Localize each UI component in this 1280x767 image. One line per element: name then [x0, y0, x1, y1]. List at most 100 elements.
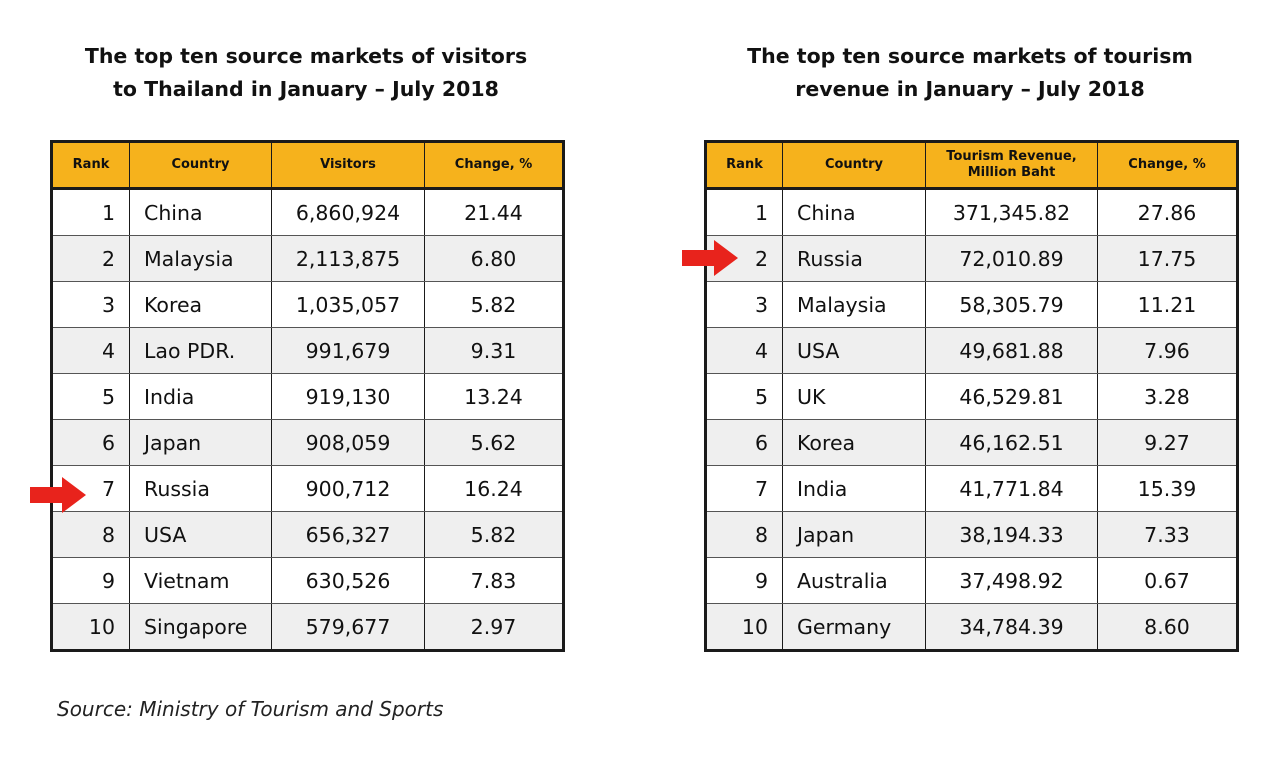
change-cell: 17.75 — [1097, 235, 1238, 282]
arrow-shape — [30, 477, 86, 513]
value-cell: 656,327 — [271, 511, 425, 558]
rank-cell: 1 — [705, 188, 783, 236]
header-change: Change, % — [424, 141, 564, 190]
table-row: 3 Korea 1,035,057 5.82 — [51, 281, 564, 328]
value-cell: 900,712 — [271, 465, 425, 512]
rank-cell: 3 — [51, 281, 130, 328]
visitors-table-body: 1 China 6,860,924 21.44 2 Malaysia 2,113,875 6.… — [51, 188, 564, 651]
country-cell: USA — [782, 327, 926, 374]
rank-cell: 8 — [51, 511, 130, 558]
table-row: 4 Lao PDR. 991,679 9.31 — [51, 327, 564, 374]
country-cell: Germany — [782, 603, 926, 651]
table-row: 5 UK 46,529.81 3.28 — [705, 373, 1238, 420]
source-note: Source: Ministry of Tourism and Sports — [57, 697, 444, 721]
country-cell: China — [129, 188, 272, 236]
change-cell: 21.44 — [424, 188, 564, 236]
country-cell: Korea — [782, 419, 926, 466]
country-cell: Vietnam — [129, 557, 272, 604]
value-cell: 371,345.82 — [925, 188, 1098, 236]
value-cell: 37,498.92 — [925, 557, 1098, 604]
revenue-table-title: The top ten source markets of tourism re… — [700, 40, 1240, 106]
country-cell: Singapore — [129, 603, 272, 651]
change-cell: 2.97 — [424, 603, 564, 651]
country-cell: Lao PDR. — [129, 327, 272, 374]
rank-cell: 2 — [51, 235, 130, 282]
change-cell: 11.21 — [1097, 281, 1238, 328]
change-cell: 0.67 — [1097, 557, 1238, 604]
change-cell: 13.24 — [424, 373, 564, 420]
change-cell: 8.60 — [1097, 603, 1238, 651]
header-tourism-revenue-line-2: Million Baht — [967, 165, 1056, 180]
rank-cell: 4 — [51, 327, 130, 374]
rank-cell: 5 — [51, 373, 130, 420]
header-rank: Rank — [705, 141, 783, 190]
table-row: 10 Germany 34,784.39 8.60 — [705, 603, 1238, 651]
value-cell: 41,771.84 — [925, 465, 1098, 512]
revenue-table-header-row: Rank Country Tourism Revenue, Million Ba… — [705, 141, 1238, 190]
table-row: 2 Malaysia 2,113,875 6.80 — [51, 235, 564, 282]
change-cell: 7.96 — [1097, 327, 1238, 374]
rank-cell: 10 — [705, 603, 783, 651]
value-cell: 2,113,875 — [271, 235, 425, 282]
country-cell: Russia — [129, 465, 272, 512]
table-row: 8 Japan 38,194.33 7.33 — [705, 511, 1238, 558]
red-right-arrow-icon — [30, 477, 86, 513]
rank-cell: 6 — [705, 419, 783, 466]
header-tourism-revenue: Tourism Revenue, Million Baht — [925, 141, 1098, 190]
revenue-table: Rank Country Tourism Revenue, Million Ba… — [704, 140, 1239, 652]
revenue-table-body: 1 China 371,345.82 27.86 2 Russia 72,010.89 17.… — [705, 188, 1238, 651]
value-cell: 1,035,057 — [271, 281, 425, 328]
country-cell: UK — [782, 373, 926, 420]
value-cell: 919,130 — [271, 373, 425, 420]
change-cell: 15.39 — [1097, 465, 1238, 512]
value-cell: 58,305.79 — [925, 281, 1098, 328]
country-cell: Japan — [782, 511, 926, 558]
change-cell: 16.24 — [424, 465, 564, 512]
header-country: Country — [129, 141, 272, 190]
rank-cell: 8 — [705, 511, 783, 558]
table-row: 1 China 371,345.82 27.86 — [705, 188, 1238, 236]
country-cell: India — [129, 373, 272, 420]
table-row: 10 Singapore 579,677 2.97 — [51, 603, 564, 651]
change-cell: 5.62 — [424, 419, 564, 466]
table-row: 7 India 41,771.84 15.39 — [705, 465, 1238, 512]
table-row: 7 Russia 900,712 16.24 — [51, 465, 564, 512]
revenue-title-line-2: revenue in January – July 2018 — [795, 77, 1145, 101]
rank-cell: 1 — [51, 188, 130, 236]
value-cell: 72,010.89 — [925, 235, 1098, 282]
country-cell: Malaysia — [782, 281, 926, 328]
change-cell: 3.28 — [1097, 373, 1238, 420]
change-cell: 9.27 — [1097, 419, 1238, 466]
visitors-table-title: The top ten source markets of visitors t… — [56, 40, 556, 106]
value-cell: 46,162.51 — [925, 419, 1098, 466]
change-cell: 7.33 — [1097, 511, 1238, 558]
visitors-table: Rank Country Visitors Change, % 1 China 6,… — [50, 140, 565, 652]
change-cell: 27.86 — [1097, 188, 1238, 236]
table-row: 3 Malaysia 58,305.79 11.21 — [705, 281, 1238, 328]
table-row: 6 Korea 46,162.51 9.27 — [705, 419, 1238, 466]
value-cell: 34,784.39 — [925, 603, 1098, 651]
country-cell: Russia — [782, 235, 926, 282]
change-cell: 6.80 — [424, 235, 564, 282]
value-cell: 6,860,924 — [271, 188, 425, 236]
table-row: 2 Russia 72,010.89 17.75 — [705, 235, 1238, 282]
change-cell: 9.31 — [424, 327, 564, 374]
revenue-title-line-1: The top ten source markets of tourism — [747, 44, 1193, 68]
header-change: Change, % — [1097, 141, 1238, 190]
visitors-title-line-2: to Thailand in January – July 2018 — [113, 77, 499, 101]
table-row: 1 China 6,860,924 21.44 — [51, 188, 564, 236]
value-cell: 908,059 — [271, 419, 425, 466]
table-row: 4 USA 49,681.88 7.96 — [705, 327, 1238, 374]
rank-cell: 10 — [51, 603, 130, 651]
value-cell: 630,526 — [271, 557, 425, 604]
arrow-shape — [682, 240, 738, 276]
country-cell: Japan — [129, 419, 272, 466]
value-cell: 991,679 — [271, 327, 425, 374]
country-cell: China — [782, 188, 926, 236]
rank-cell: 9 — [51, 557, 130, 604]
header-rank: Rank — [51, 141, 130, 190]
rank-cell: 7 — [705, 465, 783, 512]
header-visitors: Visitors — [271, 141, 425, 190]
header-country: Country — [782, 141, 926, 190]
rank-cell: 3 — [705, 281, 783, 328]
